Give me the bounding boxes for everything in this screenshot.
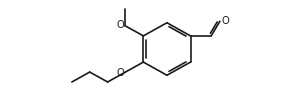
Text: O: O [221,16,229,26]
Text: O: O [117,68,124,78]
Text: O: O [117,20,124,30]
